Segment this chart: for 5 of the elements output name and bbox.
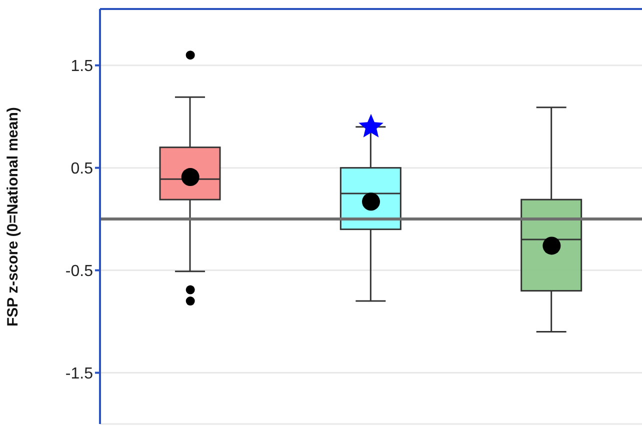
y-tick-label: -1.5 (65, 365, 94, 382)
y-tick-label: 0.5 (70, 160, 94, 178)
y-tick-label: -0.5 (65, 262, 94, 280)
y-axis-title: FSP z-score (0=National mean) (4, 107, 22, 326)
y-tick-label: 1.5 (70, 58, 94, 76)
